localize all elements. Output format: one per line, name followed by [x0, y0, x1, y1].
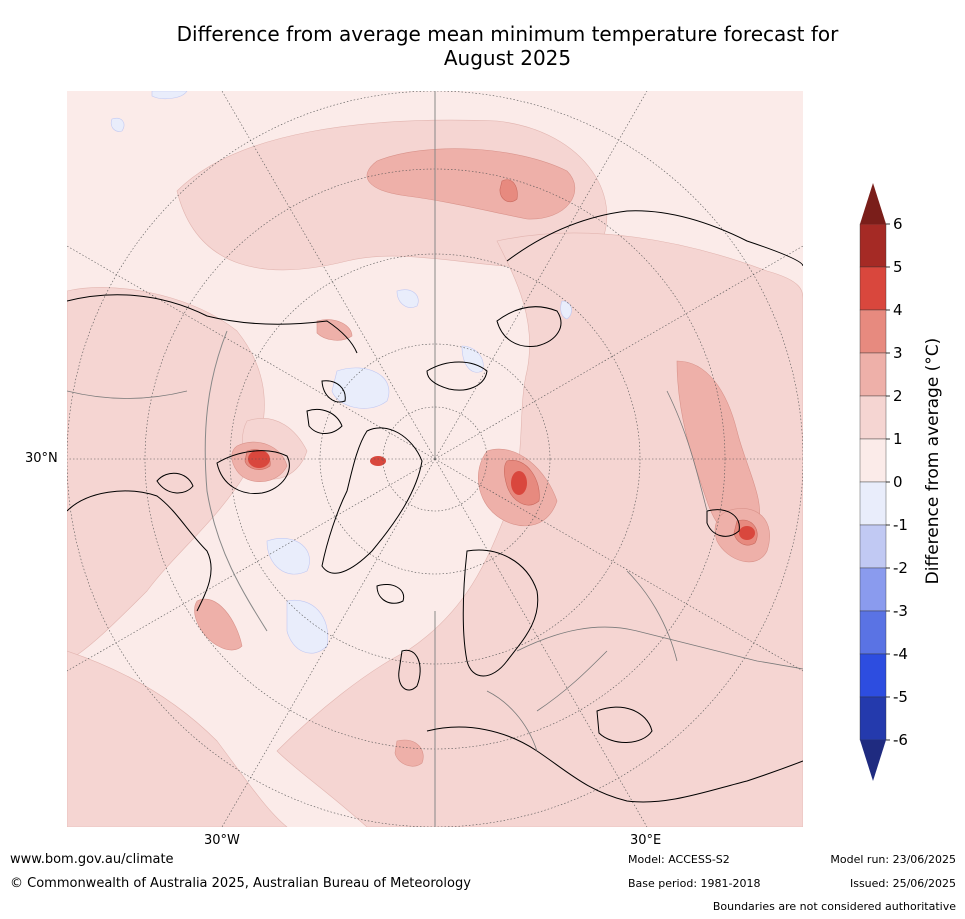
colorbar-level — [859, 696, 887, 741]
colorbar-tick-label: 2 — [893, 387, 903, 405]
coastlines — [67, 210, 803, 803]
colorbar-tick-label: 3 — [893, 344, 903, 362]
anomaly-2-3-regions — [194, 148, 770, 767]
colorbar-extend-min — [860, 740, 886, 781]
colorbar-level — [859, 610, 887, 655]
model-text: Model: ACCESS-S2 — [628, 853, 730, 866]
lat-label-30n: 30°N — [25, 451, 58, 466]
colorbar-levels — [859, 223, 887, 741]
disclaimer-text: Boundaries are not considered authoritat… — [712, 900, 956, 913]
colorbar-tick-label: -2 — [893, 559, 908, 577]
colorbar-tick-label: -4 — [893, 645, 908, 663]
meridian-lines — [204, 91, 436, 827]
colorbar-tick-label: -1 — [893, 516, 908, 534]
colorbar-tick-label: 0 — [893, 473, 903, 491]
colorbar-level — [859, 352, 887, 397]
website-link[interactable]: www.bom.gov.au/climate — [10, 852, 174, 867]
colorbar-level — [859, 309, 887, 354]
colorbar-label-wrap: Difference from average (°C) — [918, 296, 948, 626]
colorbar-extend-max — [860, 183, 886, 224]
forecast-map — [67, 91, 803, 827]
copyright-text: © Commonwealth of Australia 2025, Austra… — [10, 876, 471, 891]
colorbar-level — [859, 481, 887, 526]
colorbar-tick-label: -3 — [893, 602, 908, 620]
colorbar-label: Difference from average (°C) — [923, 337, 943, 585]
title-line-1: Difference from average mean minimum tem… — [176, 22, 839, 46]
colorbar-level — [859, 266, 887, 311]
colorbar-tick-label: 1 — [893, 430, 903, 448]
page-title: Difference from average mean minimum tem… — [100, 22, 915, 70]
colorbar-tick-label: 4 — [893, 301, 903, 319]
country-borders — [67, 390, 803, 752]
colorbar-level — [859, 653, 887, 698]
colorbar-tick-label: -5 — [893, 688, 908, 706]
title-line-2: August 2025 — [443, 46, 572, 70]
colorbar-level — [859, 223, 887, 268]
lon-label-30e: 30°E — [630, 833, 662, 848]
anomaly-negative-regions — [110, 91, 572, 654]
colorbar-level — [859, 395, 887, 440]
colorbar-level — [859, 438, 887, 483]
colorbar: 6 5 4 3 2 1 0 -1 -2 -3 -4 -5 -6 — [859, 183, 908, 781]
model-run-text: Model run: 23/06/2025 — [830, 853, 956, 866]
colorbar-tick-label: -6 — [893, 731, 908, 749]
base-period-text: Base period: 1981-2018 — [628, 877, 761, 890]
colorbar-tick-labels: 6 5 4 3 2 1 0 -1 -2 -3 -4 -5 -6 — [886, 215, 908, 749]
colorbar-level — [859, 524, 887, 569]
colorbar-tick-label: 5 — [893, 258, 903, 276]
issued-text: Issued: 25/06/2025 — [849, 877, 956, 890]
lon-label-30w: 30°W — [204, 833, 240, 848]
colorbar-level — [859, 567, 887, 612]
colorbar-tick-label: 6 — [893, 215, 903, 233]
